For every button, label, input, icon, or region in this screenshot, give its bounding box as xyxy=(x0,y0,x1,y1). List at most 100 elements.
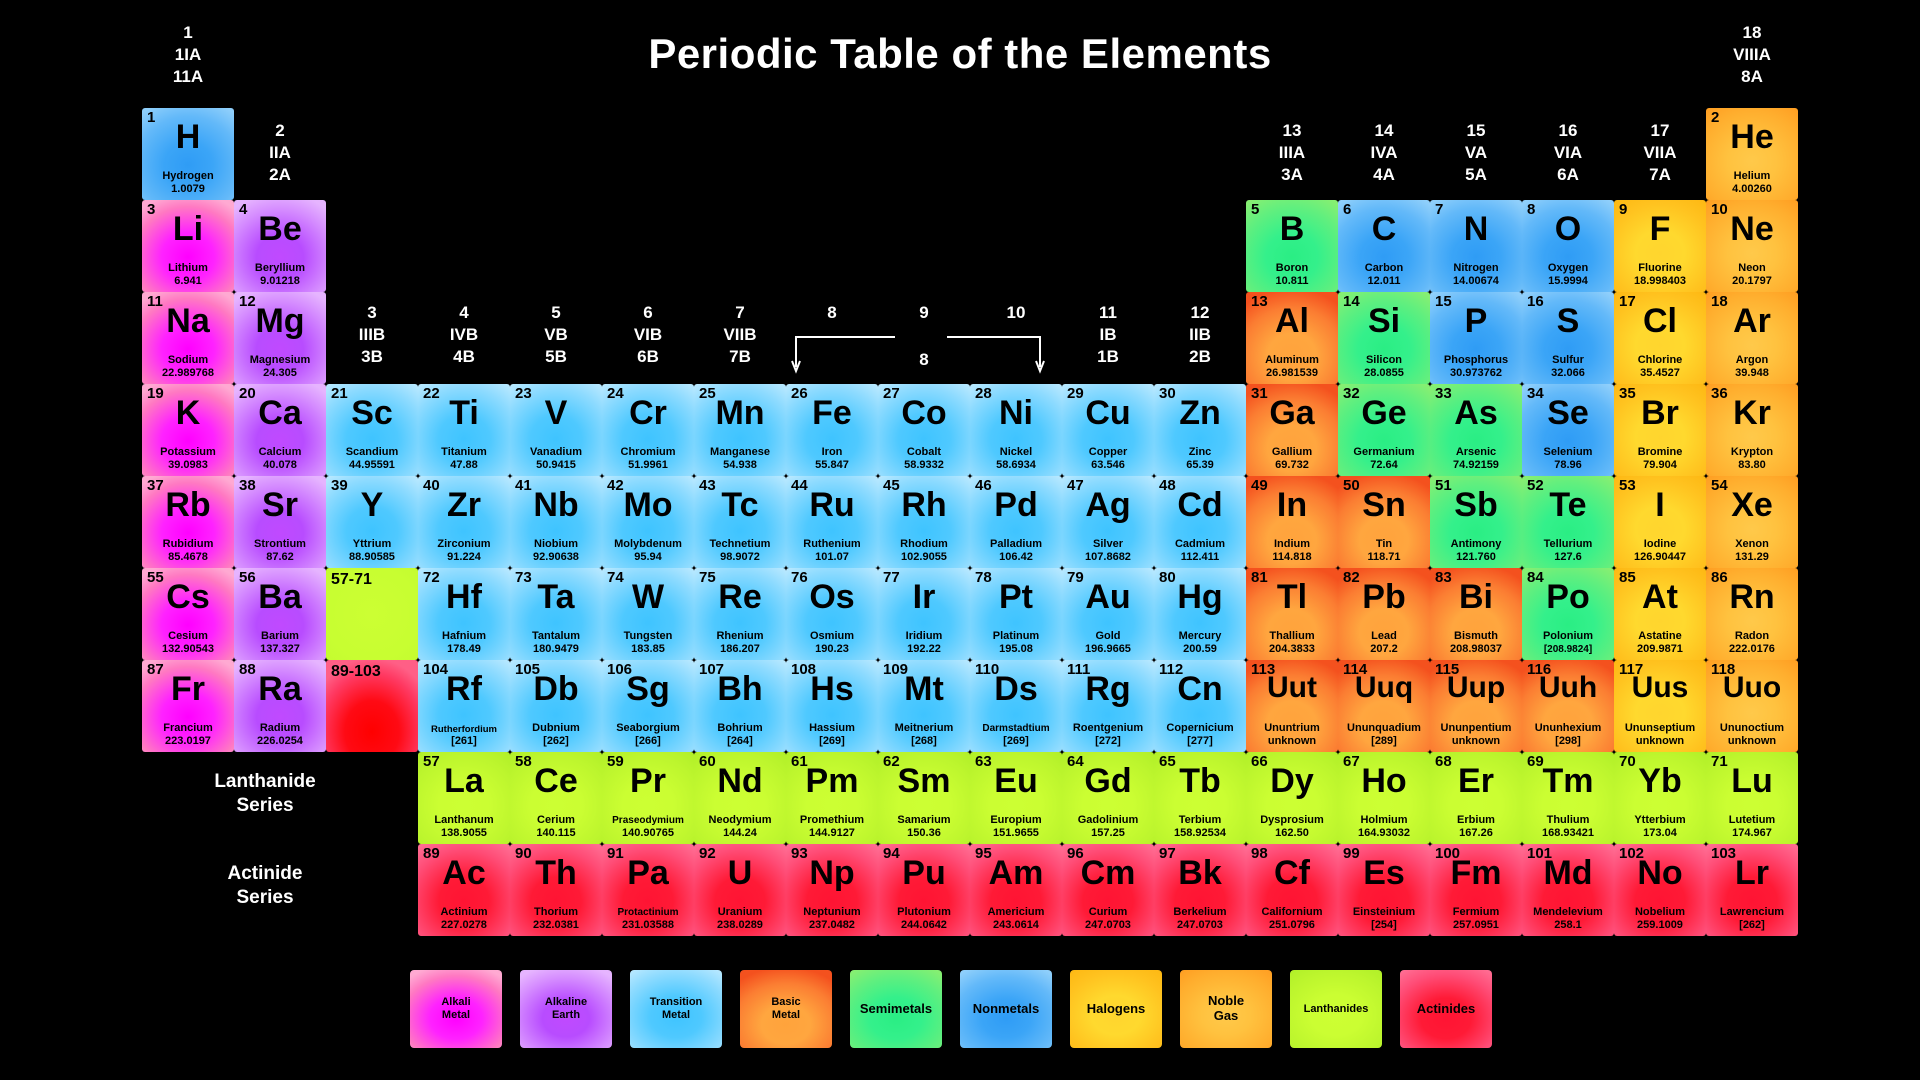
element-cell-uus[interactable]: 117 Uus Ununseptium unknown xyxy=(1614,660,1706,752)
series-placeholder-57-71[interactable]: 57-71 xyxy=(326,568,418,660)
element-cell-co[interactable]: 27 Co Cobalt 58.9332 xyxy=(878,384,970,476)
element-cell-pm[interactable]: 61 Pm Promethium 144.9127 xyxy=(786,752,878,844)
element-cell-ag[interactable]: 47 Ag Silver 107.8682 xyxy=(1062,476,1154,568)
element-cell-ge[interactable]: 32 Ge Germanium 72.64 xyxy=(1338,384,1430,476)
element-cell-zn[interactable]: 30 Zn Zinc 65.39 xyxy=(1154,384,1246,476)
element-cell-mo[interactable]: 42 Mo Molybdenum 95.94 xyxy=(602,476,694,568)
element-cell-sg[interactable]: 106 Sg Seaborgium [266] xyxy=(602,660,694,752)
element-cell-ir[interactable]: 77 Ir Iridium 192.22 xyxy=(878,568,970,660)
element-cell-fe[interactable]: 26 Fe Iron 55.847 xyxy=(786,384,878,476)
series-placeholder-89-103[interactable]: 89-103 xyxy=(326,660,418,752)
element-cell-f[interactable]: 9 F Fluorine 18.998403 xyxy=(1614,200,1706,292)
element-cell-nb[interactable]: 41 Nb Niobium 92.90638 xyxy=(510,476,602,568)
element-cell-hg[interactable]: 80 Hg Mercury 200.59 xyxy=(1154,568,1246,660)
element-cell-sm[interactable]: 62 Sm Samarium 150.36 xyxy=(878,752,970,844)
element-cell-be[interactable]: 4 Be Beryllium 9.01218 xyxy=(234,200,326,292)
element-cell-sc[interactable]: 21 Sc Scandium 44.95591 xyxy=(326,384,418,476)
element-cell-cr[interactable]: 24 Cr Chromium 51.9961 xyxy=(602,384,694,476)
legend-item-halogen[interactable]: Halogens xyxy=(1070,970,1162,1048)
element-cell-ta[interactable]: 73 Ta Tantalum 180.9479 xyxy=(510,568,602,660)
element-cell-at[interactable]: 85 At Astatine 209.9871 xyxy=(1614,568,1706,660)
element-cell-na[interactable]: 11 Na Sodium 22.989768 xyxy=(142,292,234,384)
element-cell-pa[interactable]: 91 Pa Protactinium 231.03588 xyxy=(602,844,694,936)
element-cell-tb[interactable]: 65 Tb Terbium 158.92534 xyxy=(1154,752,1246,844)
element-cell-cl[interactable]: 17 Cl Chlorine 35.4527 xyxy=(1614,292,1706,384)
element-cell-sb[interactable]: 51 Sb Antimony 121.760 xyxy=(1430,476,1522,568)
element-cell-rn[interactable]: 86 Rn Radon 222.0176 xyxy=(1706,568,1798,660)
legend-item-lanthanide[interactable]: Lanthanides xyxy=(1290,970,1382,1048)
element-cell-cm[interactable]: 96 Cm Curium 247.0703 xyxy=(1062,844,1154,936)
element-cell-dy[interactable]: 66 Dy Dysprosium 162.50 xyxy=(1246,752,1338,844)
element-cell-i[interactable]: 53 I Iodine 126.90447 xyxy=(1614,476,1706,568)
element-cell-sr[interactable]: 38 Sr Strontium 87.62 xyxy=(234,476,326,568)
element-cell-hf[interactable]: 72 Hf Hafnium 178.49 xyxy=(418,568,510,660)
element-cell-hs[interactable]: 108 Hs Hassium [269] xyxy=(786,660,878,752)
element-cell-uuq[interactable]: 114 Uuq Ununquadium [289] xyxy=(1338,660,1430,752)
element-cell-ac[interactable]: 89 Ac Actinium 227.0278 xyxy=(418,844,510,936)
element-cell-k[interactable]: 19 K Potassium 39.0983 xyxy=(142,384,234,476)
legend-item-nonmetal[interactable]: Nonmetals xyxy=(960,970,1052,1048)
element-cell-pt[interactable]: 78 Pt Platinum 195.08 xyxy=(970,568,1062,660)
element-cell-tl[interactable]: 81 Tl Thallium 204.3833 xyxy=(1246,568,1338,660)
element-cell-np[interactable]: 93 Np Neptunium 237.0482 xyxy=(786,844,878,936)
element-cell-se[interactable]: 34 Se Selenium 78.96 xyxy=(1522,384,1614,476)
element-cell-uuh[interactable]: 116 Uuh Ununhexium [298] xyxy=(1522,660,1614,752)
element-cell-lr[interactable]: 103 Lr Lawrencium [262] xyxy=(1706,844,1798,936)
element-cell-cd[interactable]: 48 Cd Cadmium 112.411 xyxy=(1154,476,1246,568)
legend-item-alkali[interactable]: Alkali Metal xyxy=(410,970,502,1048)
element-cell-re[interactable]: 75 Re Rhenium 186.207 xyxy=(694,568,786,660)
element-cell-uut[interactable]: 113 Uut Ununtrium unknown xyxy=(1246,660,1338,752)
legend-item-actinide[interactable]: Actinides xyxy=(1400,970,1492,1048)
element-cell-p[interactable]: 15 P Phosphorus 30.973762 xyxy=(1430,292,1522,384)
element-cell-db[interactable]: 105 Db Dubnium [262] xyxy=(510,660,602,752)
element-cell-mn[interactable]: 25 Mn Manganese 54.938 xyxy=(694,384,786,476)
element-cell-cf[interactable]: 98 Cf Californium 251.0796 xyxy=(1246,844,1338,936)
element-cell-s[interactable]: 16 S Sulfur 32.066 xyxy=(1522,292,1614,384)
element-cell-po[interactable]: 84 Po Polonium [208.9824] xyxy=(1522,568,1614,660)
element-cell-gd[interactable]: 64 Gd Gadolinium 157.25 xyxy=(1062,752,1154,844)
element-cell-te[interactable]: 52 Te Tellurium 127.6 xyxy=(1522,476,1614,568)
element-cell-ca[interactable]: 20 Ca Calcium 40.078 xyxy=(234,384,326,476)
element-cell-am[interactable]: 95 Am Americium 243.0614 xyxy=(970,844,1062,936)
element-cell-mt[interactable]: 109 Mt Meitnerium [268] xyxy=(878,660,970,752)
element-cell-ni[interactable]: 28 Ni Nickel 58.6934 xyxy=(970,384,1062,476)
element-cell-in[interactable]: 49 In Indium 114.818 xyxy=(1246,476,1338,568)
element-cell-bh[interactable]: 107 Bh Bohrium [264] xyxy=(694,660,786,752)
element-cell-es[interactable]: 99 Es Einsteinium [254] xyxy=(1338,844,1430,936)
element-cell-as[interactable]: 33 As Arsenic 74.92159 xyxy=(1430,384,1522,476)
element-cell-er[interactable]: 68 Er Erbium 167.26 xyxy=(1430,752,1522,844)
element-cell-ti[interactable]: 22 Ti Titanium 47.88 xyxy=(418,384,510,476)
legend-item-noble[interactable]: Noble Gas xyxy=(1180,970,1272,1048)
element-cell-pr[interactable]: 59 Pr Praseodymium 140.90765 xyxy=(602,752,694,844)
legend-item-alkaline[interactable]: Alkaline Earth xyxy=(520,970,612,1048)
element-cell-b[interactable]: 5 B Boron 10.811 xyxy=(1246,200,1338,292)
element-cell-ne[interactable]: 10 Ne Neon 20.1797 xyxy=(1706,200,1798,292)
element-cell-cu[interactable]: 29 Cu Copper 63.546 xyxy=(1062,384,1154,476)
element-cell-cs[interactable]: 55 Cs Cesium 132.90543 xyxy=(142,568,234,660)
element-cell-bi[interactable]: 83 Bi Bismuth 208.98037 xyxy=(1430,568,1522,660)
element-cell-ru[interactable]: 44 Ru Ruthenium 101.07 xyxy=(786,476,878,568)
element-cell-rg[interactable]: 111 Rg Roentgenium [272] xyxy=(1062,660,1154,752)
element-cell-cn[interactable]: 112 Cn Copernicium [277] xyxy=(1154,660,1246,752)
element-cell-no[interactable]: 102 No Nobelium 259.1009 xyxy=(1614,844,1706,936)
element-cell-v[interactable]: 23 V Vanadium 50.9415 xyxy=(510,384,602,476)
element-cell-zr[interactable]: 40 Zr Zirconium 91.224 xyxy=(418,476,510,568)
element-cell-kr[interactable]: 36 Kr Krypton 83.80 xyxy=(1706,384,1798,476)
element-cell-h[interactable]: 1 H Hydrogen 1.0079 xyxy=(142,108,234,200)
element-cell-y[interactable]: 39 Y Yttrium 88.90585 xyxy=(326,476,418,568)
element-cell-tm[interactable]: 69 Tm Thulium 168.93421 xyxy=(1522,752,1614,844)
element-cell-rf[interactable]: 104 Rf Rutherfordium [261] xyxy=(418,660,510,752)
element-cell-li[interactable]: 3 Li Lithium 6.941 xyxy=(142,200,234,292)
element-cell-la[interactable]: 57 La Lanthanum 138.9055 xyxy=(418,752,510,844)
element-cell-lu[interactable]: 71 Lu Lutetium 174.967 xyxy=(1706,752,1798,844)
element-cell-ba[interactable]: 56 Ba Barium 137.327 xyxy=(234,568,326,660)
element-cell-rh[interactable]: 45 Rh Rhodium 102.9055 xyxy=(878,476,970,568)
element-cell-bk[interactable]: 97 Bk Berkelium 247.0703 xyxy=(1154,844,1246,936)
element-cell-nd[interactable]: 60 Nd Neodymium 144.24 xyxy=(694,752,786,844)
element-cell-ar[interactable]: 18 Ar Argon 39.948 xyxy=(1706,292,1798,384)
element-cell-th[interactable]: 90 Th Thorium 232.0381 xyxy=(510,844,602,936)
element-cell-br[interactable]: 35 Br Bromine 79.904 xyxy=(1614,384,1706,476)
legend-item-semimetal[interactable]: Semimetals xyxy=(850,970,942,1048)
element-cell-ra[interactable]: 88 Ra Radium 226.0254 xyxy=(234,660,326,752)
element-cell-fr[interactable]: 87 Fr Francium 223.0197 xyxy=(142,660,234,752)
